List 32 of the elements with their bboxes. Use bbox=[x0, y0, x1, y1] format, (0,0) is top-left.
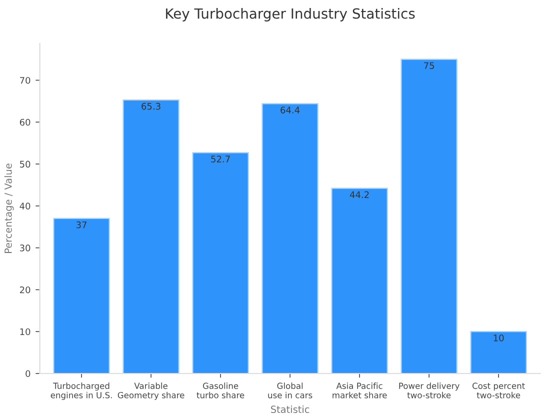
bar bbox=[331, 188, 388, 374]
bar bbox=[262, 103, 318, 374]
y-tick-label: 70 bbox=[20, 76, 30, 84]
data-label: 37 bbox=[76, 221, 86, 228]
y-tick-label: 0 bbox=[26, 370, 30, 378]
y-axis-title: Percentage / Value bbox=[4, 164, 14, 253]
y-tick-label: 20 bbox=[20, 286, 30, 294]
data-label: 75 bbox=[424, 62, 434, 70]
bar bbox=[53, 218, 110, 374]
data-label: 64.4 bbox=[280, 106, 300, 114]
x-tick-label: Power delivery two-stroke bbox=[399, 382, 460, 398]
bar bbox=[192, 152, 249, 374]
x-axis-title: Statistic bbox=[271, 405, 310, 414]
y-tick-label: 30 bbox=[20, 244, 30, 252]
x-tick-label: Asia Pacific market share bbox=[332, 382, 387, 398]
data-label: 44.2 bbox=[350, 191, 369, 198]
y-tick-label: 50 bbox=[20, 160, 30, 168]
y-tick-label: 60 bbox=[20, 118, 30, 126]
bar bbox=[470, 331, 527, 374]
x-tick-label: Cost percent two-stroke bbox=[472, 382, 525, 398]
x-tick-label: Turbocharged engines in U.S. bbox=[50, 382, 112, 400]
bar bbox=[400, 58, 458, 374]
chart-title: Key Turbocharger Industry Statistics bbox=[166, 8, 415, 22]
y-tick-label: 10 bbox=[20, 328, 30, 336]
data-label: 10 bbox=[494, 334, 504, 342]
bar bbox=[122, 99, 180, 374]
data-label: 65.3 bbox=[142, 102, 160, 110]
data-label: 52.7 bbox=[211, 156, 230, 162]
x-tick-label: Variable Geometry share bbox=[118, 382, 184, 400]
y-tick-label: 40 bbox=[20, 202, 30, 210]
x-tick-label: Gasoline turbo share bbox=[196, 382, 244, 398]
x-tick-label: Global use in cars bbox=[268, 382, 312, 398]
